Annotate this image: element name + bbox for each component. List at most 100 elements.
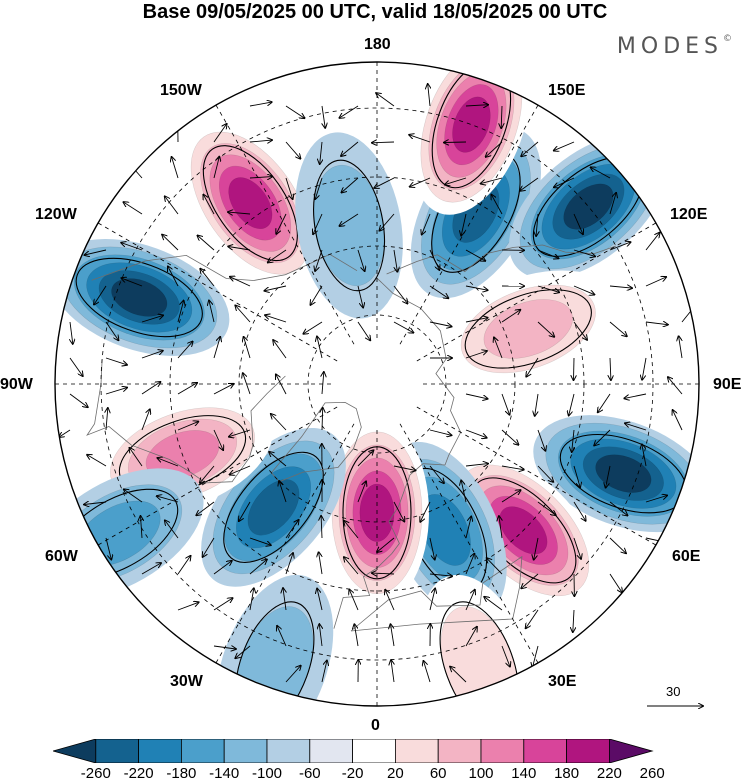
wind-arrow [322,105,325,128]
wind-arrow [393,501,404,521]
coastlines [86,244,617,632]
lon-label-30e: 30E [548,673,577,690]
wind-arrow [668,377,683,395]
wind-arrow [157,496,179,503]
wind-arrow [444,142,467,143]
wind-arrow [87,455,107,467]
wind-arrow [535,393,539,416]
wind-arrow [229,429,251,437]
wind-arrow [321,516,322,539]
wind-arrow [230,465,251,475]
wind-arrow [598,393,611,412]
wind-arrow [265,315,287,323]
wind-arrow [228,247,251,251]
wind-arrow [554,141,575,151]
wind-arrow [124,489,143,503]
wind-arrow [322,372,324,395]
wind-arrow [465,393,488,399]
wind-arrow [285,553,293,575]
wind-arrow [465,464,488,466]
wind-arrow [609,537,626,553]
colorbar-tick-label: -220 [123,765,154,782]
wind-arrow [285,177,293,199]
wind-arrow [521,141,539,156]
wind-arrow [573,609,574,632]
wind-arrow [213,384,234,395]
wind-arrow [69,393,88,407]
lon-label-60e: 60E [672,548,701,565]
map-boundary [54,61,700,707]
wind-arrow [537,249,558,258]
colorbar-extend-low [53,739,97,763]
wind-arrow [501,465,524,470]
page-title: Base 09/05/2025 00 UTC, valid 18/05/2025… [142,1,608,23]
wind-arrow [141,382,160,395]
wind-arrow [319,552,323,575]
wind-arrow [230,277,251,287]
wind-arrow [374,177,395,188]
wind-arrow [158,458,179,467]
wind-arrow [321,661,327,683]
wind-arrow [537,321,554,337]
wind-arrow [235,306,251,323]
colorbar-tick-label: -260 [80,765,111,782]
wind-arrow [526,609,539,628]
wind-arrow [243,373,251,395]
wind-arrow [429,249,439,270]
wind-arrow [165,520,179,539]
wind-arrow [141,351,163,359]
lon-label-150w: 150W [160,82,202,99]
wind-arrow [681,305,696,323]
colorbar-tick-label: 140 [511,765,537,782]
wind-arrow [213,598,233,611]
wind-arrow [213,124,227,143]
reference-vector-label: 30 [666,684,681,699]
wind-arrow [357,450,373,467]
wind-arrow [393,465,416,470]
wind-arrow [124,202,143,215]
wind-arrow [501,310,520,323]
wind-arrow [573,501,586,521]
colorbar-swatch [266,739,311,763]
wind-arrow [277,626,287,647]
wind-arrow [484,597,503,611]
wind-arrow [271,414,287,431]
coastline [333,277,462,629]
wind-arrow [573,249,595,256]
wind-arrow [228,212,251,214]
wind-arrow [141,516,143,539]
colorbar-tick-label: 260 [639,765,665,782]
wind-arrow [276,213,287,234]
meridian-line [416,406,657,546]
wind-arrow [385,590,395,611]
wind-arrow [424,661,431,683]
wind-arrow [491,195,503,215]
wind-arrow [465,554,474,575]
wind-arrow [501,645,510,667]
wind-arrow [645,233,660,251]
wind-arrow [574,357,575,380]
wind-arrow [317,337,323,359]
wind-arrow [249,177,272,178]
circulation-contour [223,451,324,563]
coastline [350,555,523,632]
wind-arrow [610,357,611,380]
wind-arrow [569,393,575,415]
wind-arrow [342,177,359,193]
wind-vectors [59,84,696,683]
wind-arrow [429,285,448,298]
wind-arrow [285,666,301,683]
wind-arrow [429,574,452,576]
wind-arrow [391,660,394,683]
wind-arrow [340,105,359,118]
lon-label-0: 0 [371,717,380,734]
wind-arrow [499,516,502,539]
anomaly-field [55,62,699,706]
lon-label-90e: 90E [713,376,742,393]
wind-arrow [249,588,254,611]
wind-arrow [354,624,359,647]
wind-arrow [450,667,467,683]
wind-arrow [177,422,198,431]
wind-arrow [105,321,118,340]
wind-arrow [465,627,477,647]
